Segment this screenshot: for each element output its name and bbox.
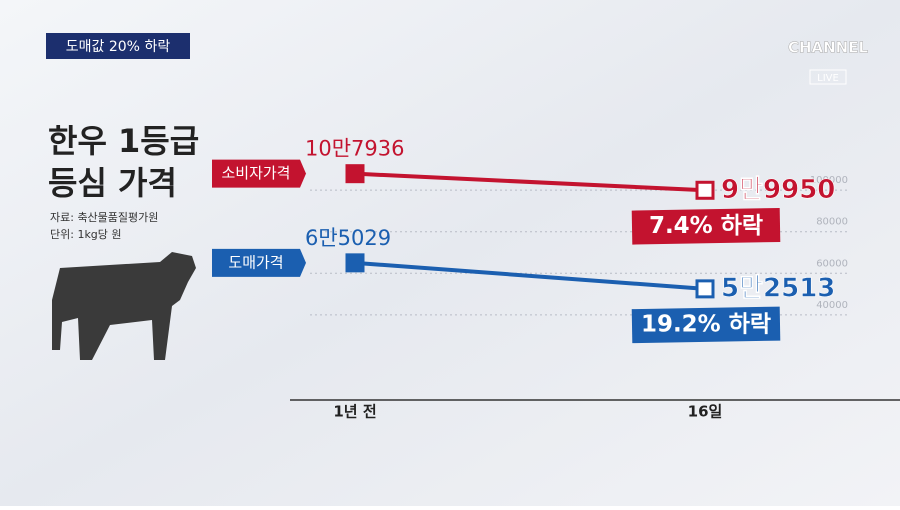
annotation-box <box>631 207 781 245</box>
value-label: 10만7936 <box>305 137 405 161</box>
logo-live: LIVE <box>817 73 839 84</box>
y-tick-label: 100000 <box>810 175 848 186</box>
title: 등심 가격 <box>48 164 177 202</box>
y-tick-label: 40000 <box>816 300 848 311</box>
y-tick-label: 80000 <box>816 217 848 228</box>
point-marker <box>345 164 365 184</box>
y-tick-label: 60000 <box>816 258 848 269</box>
series-line <box>354 260 706 291</box>
point-marker <box>695 279 715 299</box>
logo-box <box>809 69 847 85</box>
logo: CHANNEL <box>788 39 869 57</box>
point-marker <box>345 253 365 273</box>
legend-tag <box>212 159 306 188</box>
value-label: 9만9950 <box>721 175 835 205</box>
value-label: 6만5029 <box>305 226 391 250</box>
series-line <box>354 171 706 193</box>
annotation: 19.2% 하락 <box>641 311 771 337</box>
legend-label: 도매가격 <box>228 253 283 271</box>
legend-label: 소비자가격 <box>221 164 290 182</box>
annotation: 7.4% 하락 <box>649 213 763 239</box>
banner-box <box>46 33 190 59</box>
banner: 도매값 20% 하락 <box>66 39 171 55</box>
title: 한우 1등급 <box>48 122 199 160</box>
x-tick-label: 1년 전 <box>333 403 376 421</box>
unit: 단위: 1kg당 원 <box>50 228 122 241</box>
legend-tag <box>212 248 306 277</box>
value-label: 5만2513 <box>721 273 835 303</box>
x-tick-label: 16일 <box>688 403 723 421</box>
source: 자료: 축산물품질평가원 <box>50 211 158 224</box>
point-marker <box>695 180 715 200</box>
cow-icon <box>52 252 196 360</box>
annotation-box <box>631 306 781 344</box>
